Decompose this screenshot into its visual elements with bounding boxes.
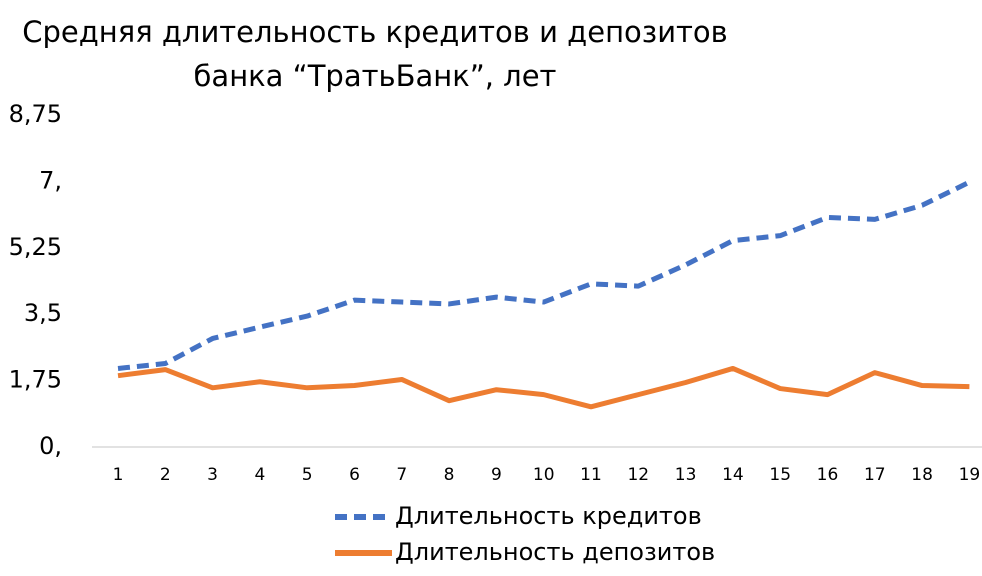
x-tick-label: 3: [207, 465, 218, 485]
x-tick-label: 16: [817, 465, 839, 485]
y-tick-label: 5,25: [9, 233, 62, 261]
y-tick-label: 1,75: [9, 366, 62, 394]
legend-label: Длительность кредитов: [395, 502, 702, 530]
x-tick-label: 5: [302, 465, 313, 485]
x-tick-label: 4: [254, 465, 265, 485]
x-tick-label: 10: [533, 465, 555, 485]
x-tick-label: 9: [491, 465, 502, 485]
x-tick-label: 13: [675, 465, 697, 485]
x-tick-label: 1: [113, 465, 124, 485]
x-tick-label: 6: [349, 465, 360, 485]
x-tick-label: 12: [627, 465, 649, 485]
chart-title: банка “ТратьБанк”, лет: [194, 59, 557, 93]
y-tick-label: 3,5: [24, 299, 62, 327]
series-line: [117, 179, 971, 371]
series-line: [117, 365, 970, 410]
chart-title: Средняя длительность кредитов и депозито…: [22, 15, 728, 49]
x-tick-label: 14: [722, 465, 744, 485]
x-tick-label: 19: [959, 465, 981, 485]
x-tick-label: 8: [444, 465, 455, 485]
x-tick-label: 17: [864, 465, 886, 485]
y-tick-label: 7,: [39, 166, 62, 194]
x-tick-label: 18: [911, 465, 933, 485]
x-tick-label: 11: [580, 465, 602, 485]
x-tick-label: 7: [396, 465, 407, 485]
x-tick-label: 2: [160, 465, 171, 485]
y-tick-label: 8,75: [9, 100, 62, 128]
legend-label: Длительность депозитов: [395, 538, 715, 566]
y-tick-label: 0,: [39, 432, 62, 460]
x-tick-label: 15: [769, 465, 791, 485]
